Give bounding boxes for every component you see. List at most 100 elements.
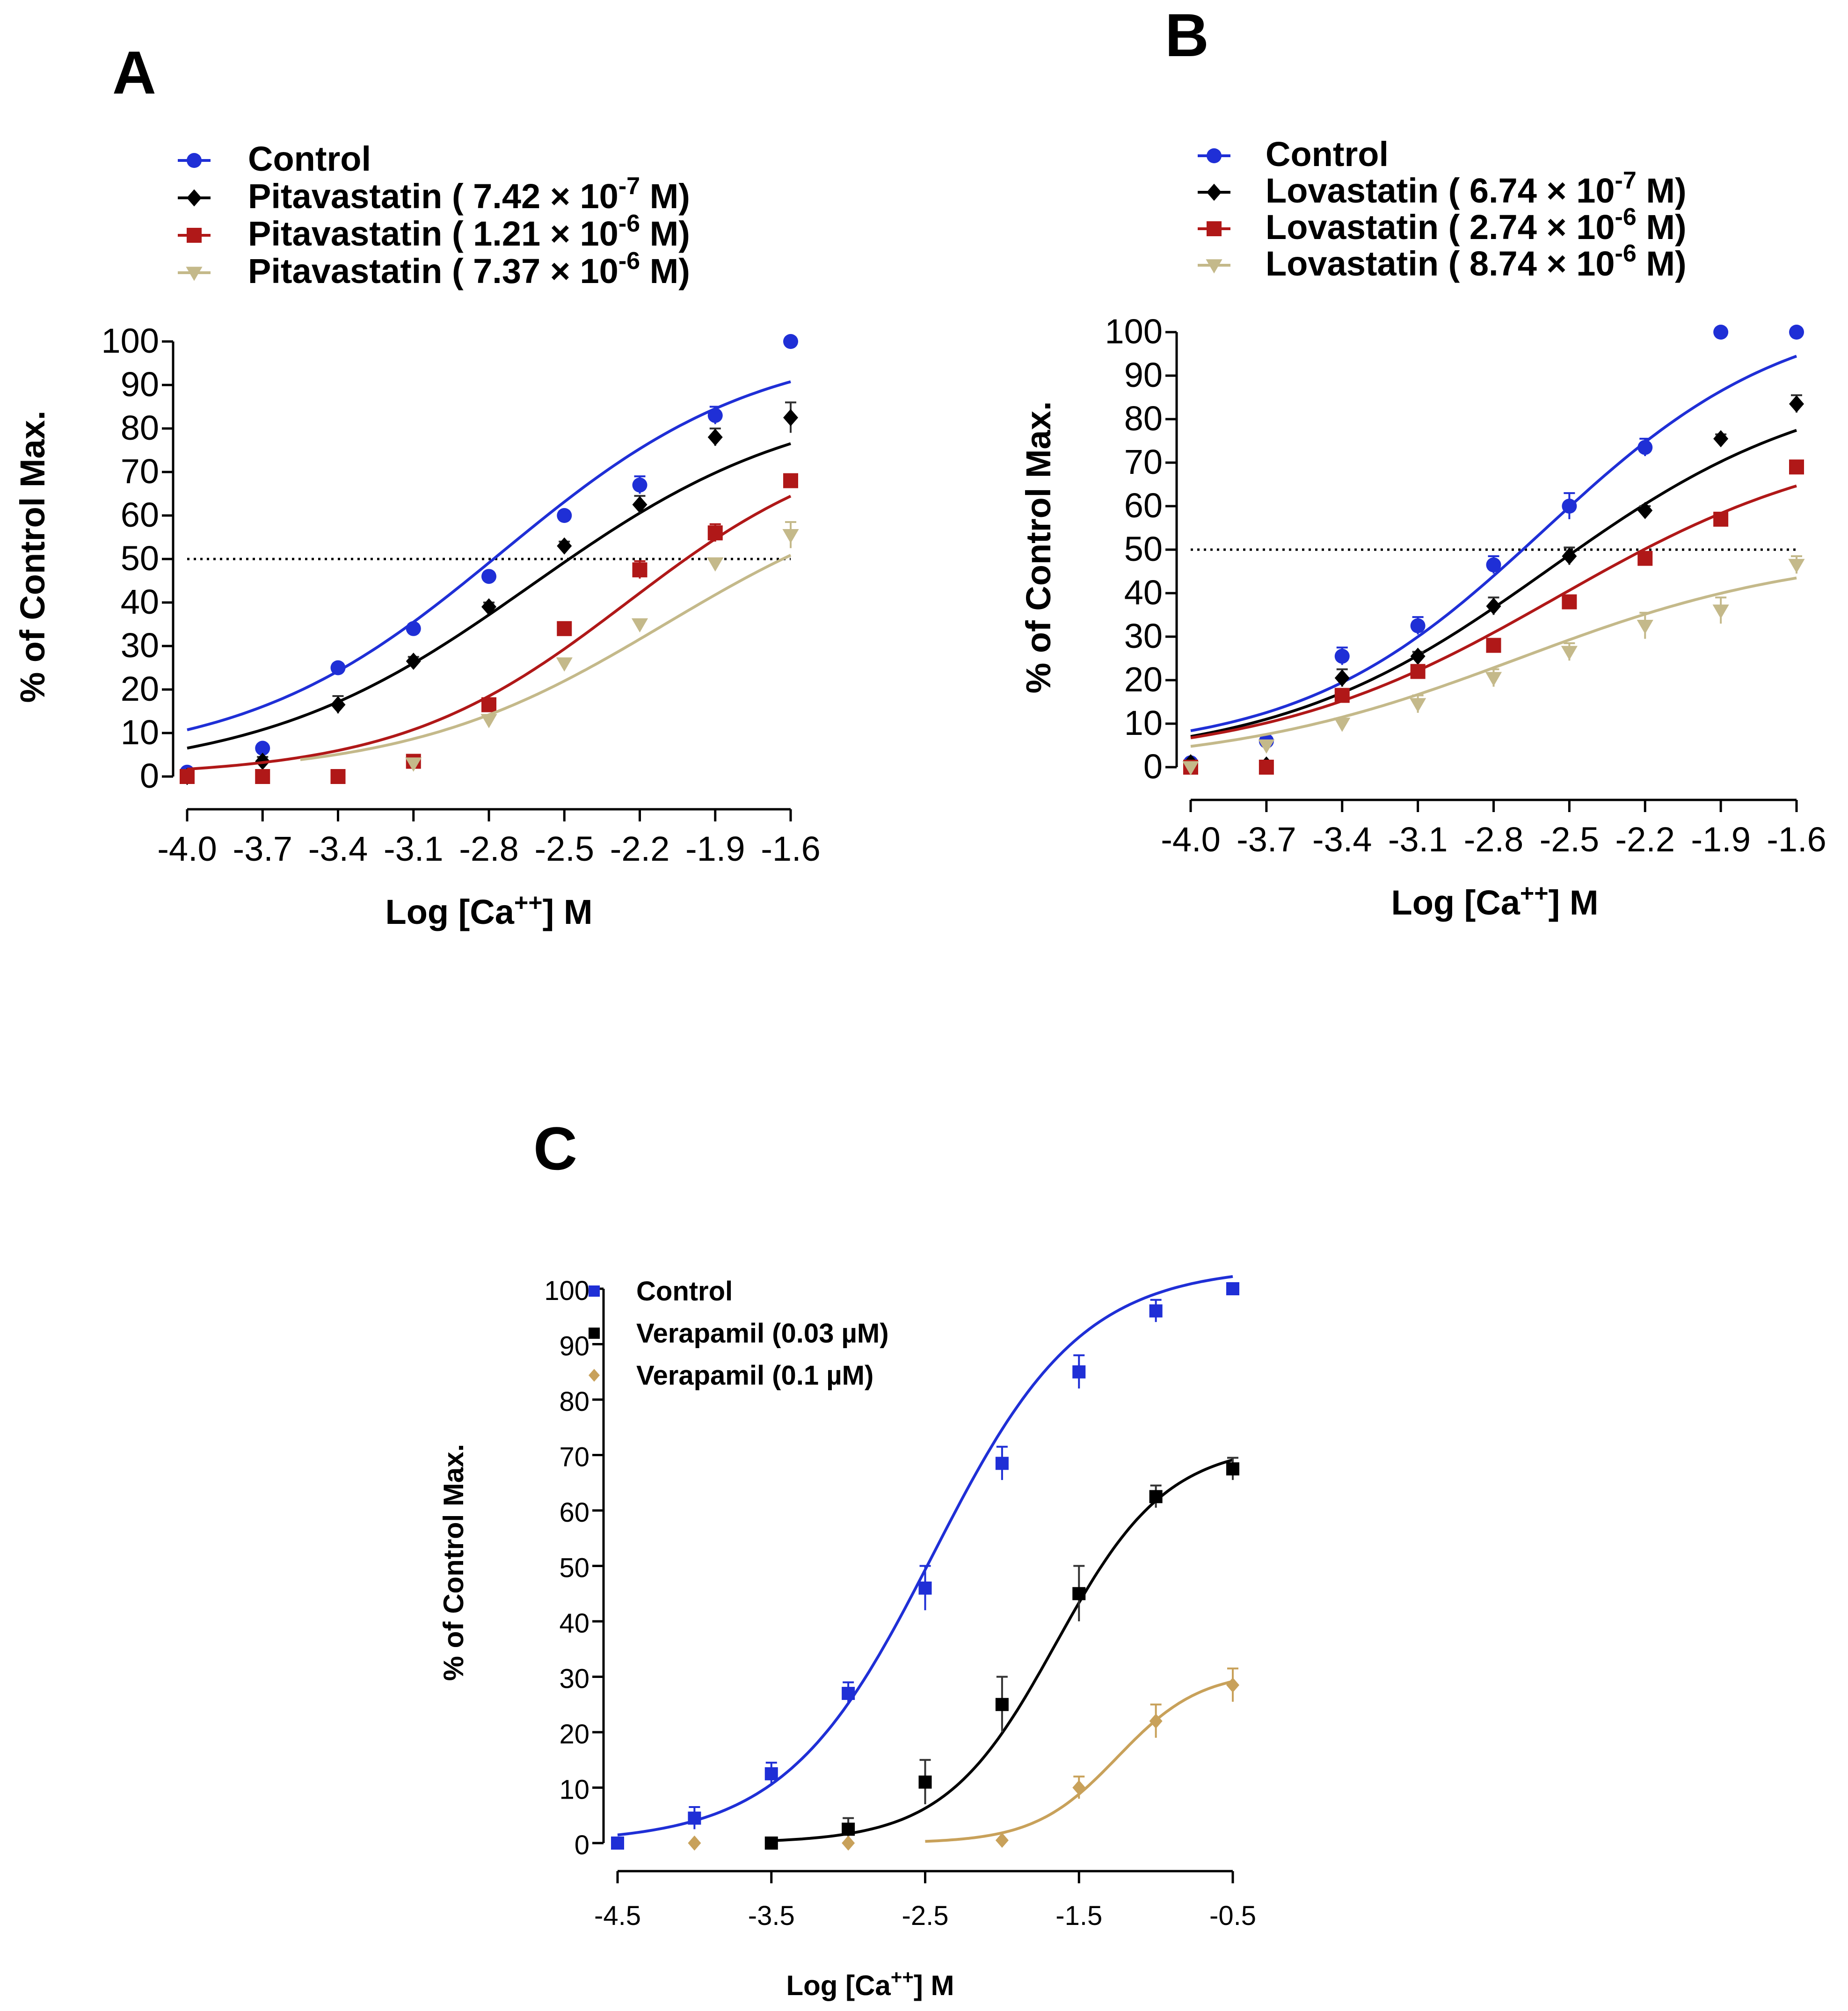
- data-point: [1713, 511, 1729, 527]
- data-point: [1562, 594, 1577, 610]
- legend-label: Lovastatin ( 2.74 × 10-6 M): [1266, 203, 1687, 247]
- data-point: [707, 428, 723, 446]
- data-point: [842, 1835, 855, 1851]
- x-tick-label: -2.2: [610, 829, 670, 868]
- data-point: [557, 621, 572, 636]
- data-point: [707, 408, 723, 423]
- data-point: [1486, 638, 1501, 653]
- legend-label: Verapamil (0.03 µM): [636, 1318, 889, 1349]
- data-point: [918, 1775, 932, 1789]
- data-point: [783, 334, 798, 349]
- x-tick-label: -0.5: [1209, 1901, 1256, 1931]
- y-tick-label: 50: [1124, 530, 1163, 568]
- data-point: [632, 496, 648, 514]
- panel-b-letter: B: [1165, 1, 1209, 69]
- data-point: [783, 473, 798, 488]
- y-tick-label: 50: [121, 539, 159, 578]
- data-point: [405, 757, 422, 772]
- panel-c-y-axis-title: % of Control Max.: [438, 1444, 469, 1681]
- y-tick-label: 0: [140, 756, 159, 795]
- x-tick-label: -3.4: [1312, 820, 1372, 859]
- y-tick-label: 0: [575, 1830, 589, 1860]
- fit-curve-series-1: [187, 380, 791, 732]
- x-tick-label: -3.1: [384, 829, 444, 868]
- data-point: [1226, 1282, 1239, 1295]
- legend-marker: [589, 1369, 600, 1382]
- legend-marker: [187, 228, 202, 243]
- data-point: [842, 1687, 855, 1700]
- panel-a-axes: 0 10 20 30 40 50 60 70 80 90 100 -4.0 -3.7 -3.4 -3.1 -2…: [102, 321, 821, 868]
- legend-marker: [1207, 221, 1222, 236]
- panel-c-letter: C: [533, 1114, 577, 1183]
- data-point: [1788, 559, 1805, 574]
- data-point: [1789, 325, 1804, 340]
- legend-label: Pitavastatin ( 7.37 × 10-6 M): [248, 247, 690, 290]
- y-tick-label: 100: [102, 321, 159, 360]
- y-tick-label: 40: [1124, 573, 1163, 612]
- y-tick-label: 70: [121, 452, 159, 491]
- legend-marker: [187, 189, 202, 207]
- data-point: [918, 1581, 932, 1595]
- data-point: [330, 660, 346, 675]
- data-point: [406, 621, 421, 636]
- data-point: [1072, 1365, 1086, 1379]
- x-tick-label: -2.5: [902, 1901, 949, 1931]
- legend-label: Lovastatin ( 6.74 × 10-7 M): [1266, 167, 1687, 210]
- panel-a-x-axis-title: Log [Ca++] M: [386, 889, 593, 931]
- data-point: [1712, 604, 1729, 619]
- data-point: [1149, 1490, 1163, 1503]
- data-point: [1562, 499, 1577, 514]
- y-tick-label: 0: [1143, 747, 1163, 786]
- x-tick-label: -1.9: [685, 829, 745, 868]
- data-point: [1334, 648, 1350, 664]
- data-point: [707, 525, 723, 541]
- data-point: [481, 697, 496, 712]
- data-point: [481, 598, 496, 616]
- y-tick-label: 70: [1124, 443, 1163, 481]
- y-tick-label: 80: [1124, 399, 1163, 438]
- data-point: [1410, 647, 1426, 665]
- y-tick-label: 40: [121, 582, 159, 621]
- panel-a-letter: A: [112, 38, 156, 107]
- legend-label: Lovastatin ( 8.74 × 10-6 M): [1266, 240, 1687, 283]
- y-tick-label: 60: [121, 495, 159, 534]
- data-point: [688, 1811, 701, 1825]
- data-point: [707, 557, 724, 572]
- fit-curve-series-4: [300, 554, 792, 761]
- data-point: [1226, 1462, 1239, 1476]
- x-tick-label: -1.6: [1767, 820, 1826, 859]
- data-point: [1713, 325, 1729, 340]
- data-point: [1258, 739, 1275, 754]
- y-tick-label: 70: [559, 1442, 589, 1473]
- y-tick-label: 90: [121, 365, 159, 404]
- data-point: [1637, 619, 1653, 634]
- fit-curve-series-3: [187, 494, 792, 771]
- panel-c-legend: Control Verapamil (0.03 µM) Verapamil (0.1…: [589, 1276, 889, 1391]
- data-point: [480, 714, 497, 728]
- x-tick-label: -3.7: [233, 829, 292, 868]
- data-point: [782, 529, 799, 544]
- y-tick-label: 90: [1124, 356, 1163, 394]
- data-point: [557, 537, 572, 555]
- x-tick-label: -3.7: [1237, 820, 1296, 859]
- fit-curve-series-3: [1190, 484, 1797, 740]
- x-tick-label: -2.8: [459, 829, 519, 868]
- legend-label: Pitavastatin ( 1.21 × 10-6 M): [248, 210, 690, 253]
- data-point: [1334, 718, 1351, 732]
- x-tick-label: -4.5: [594, 1901, 641, 1931]
- legend-label: Control: [248, 139, 371, 178]
- y-tick-label: 100: [1105, 312, 1163, 351]
- legend-marker: [186, 267, 203, 281]
- data-point: [1334, 688, 1350, 703]
- x-tick-label: -2.5: [534, 829, 594, 868]
- data-point: [1226, 1677, 1239, 1693]
- data-point: [1713, 430, 1729, 448]
- legend-label: Control: [1266, 135, 1389, 174]
- data-point: [1637, 440, 1653, 455]
- y-tick-label: 40: [559, 1608, 589, 1639]
- data-point: [995, 1698, 1009, 1711]
